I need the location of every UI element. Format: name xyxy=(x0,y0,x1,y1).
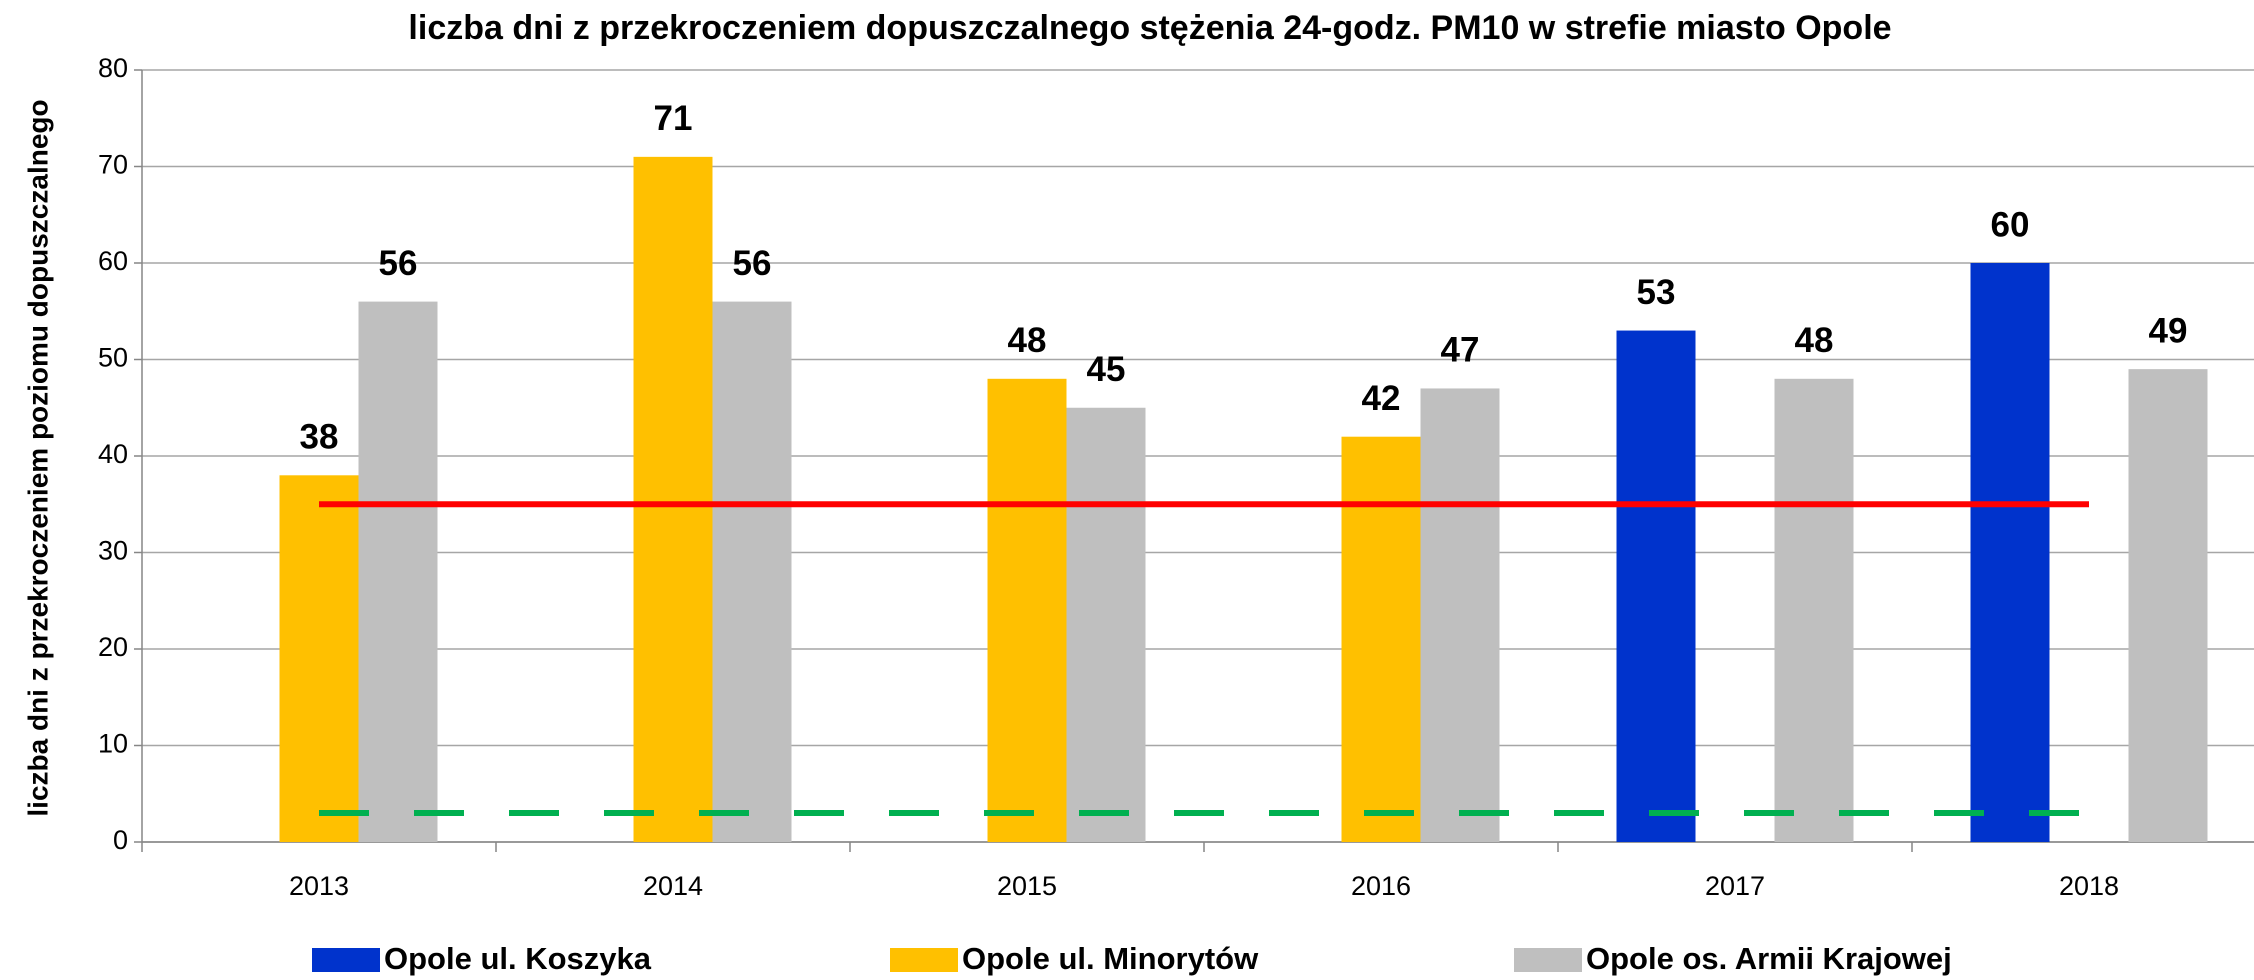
bar xyxy=(633,156,713,843)
y-tick-label: 30 xyxy=(98,536,128,566)
y-tick-label: 70 xyxy=(98,150,128,180)
bar xyxy=(712,301,792,843)
y-tick-label: 50 xyxy=(98,343,128,373)
y-tick-label: 40 xyxy=(98,439,128,469)
x-tick-label: 2015 xyxy=(997,871,1057,901)
bar xyxy=(1616,330,1696,842)
bar xyxy=(987,378,1067,842)
data-label: 45 xyxy=(1087,350,1126,389)
data-label: 47 xyxy=(1441,331,1480,370)
x-tick-label: 2017 xyxy=(1705,871,1765,901)
bar xyxy=(1066,407,1146,842)
legend-label: Opole os. Armii Krajowej xyxy=(1586,941,1952,976)
y-tick-label: 60 xyxy=(98,246,128,276)
bar xyxy=(2128,369,2208,842)
data-label: 42 xyxy=(1362,379,1401,418)
data-label: 56 xyxy=(379,244,418,283)
y-tick-label: 20 xyxy=(98,632,128,662)
data-label: 60 xyxy=(1991,205,2030,244)
data-label: 38 xyxy=(300,418,339,457)
bar xyxy=(1774,378,1854,842)
x-tick-label: 2014 xyxy=(643,871,703,901)
data-label: 49 xyxy=(2149,311,2188,350)
chart-title: liczba dni z przekroczeniem dopuszczalne… xyxy=(408,9,1891,47)
y-axis-label: liczba dni z przekroczeniem poziomu dopu… xyxy=(22,99,53,816)
x-tick-label: 2013 xyxy=(289,871,349,901)
y-tick-label: 80 xyxy=(98,53,128,83)
bar xyxy=(1341,436,1421,842)
data-label: 48 xyxy=(1795,321,1834,360)
bar xyxy=(358,301,438,843)
bar xyxy=(1420,388,1500,842)
legend-swatch xyxy=(890,948,958,972)
data-label: 53 xyxy=(1637,273,1676,312)
data-label: 56 xyxy=(733,244,772,283)
data-label: 71 xyxy=(654,99,693,138)
bar xyxy=(279,475,359,842)
x-tick-label: 2016 xyxy=(1351,871,1411,901)
bar xyxy=(1970,263,2050,842)
legend-label: Opole ul. Koszyka xyxy=(384,941,652,976)
legend-swatch xyxy=(312,948,380,972)
y-tick-label: 10 xyxy=(98,729,128,759)
x-tick-label: 2018 xyxy=(2059,871,2119,901)
data-label: 48 xyxy=(1008,321,1047,360)
y-tick-label: 0 xyxy=(113,825,128,855)
legend-swatch xyxy=(1514,948,1582,972)
legend-label: Opole ul. Minorytów xyxy=(962,941,1259,976)
